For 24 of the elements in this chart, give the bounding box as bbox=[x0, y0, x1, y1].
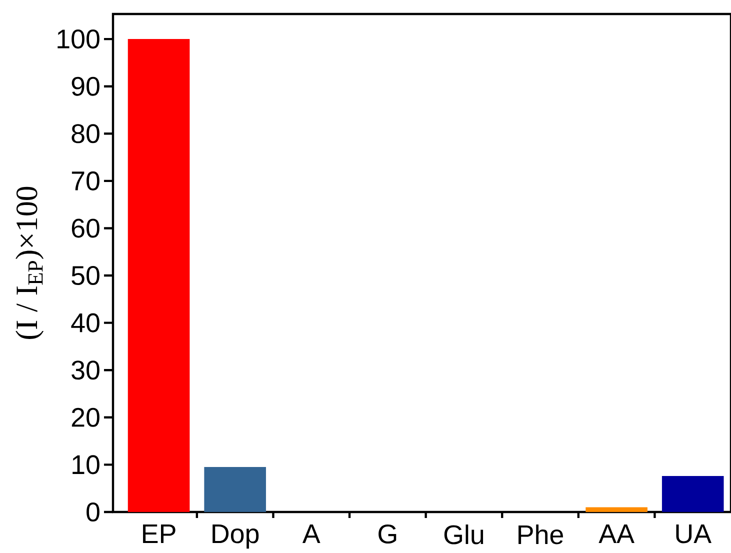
x-tick-label: Glu bbox=[444, 524, 484, 544]
y-axis-title: (I / I$_{EP}$)×100 bbox=[16, 186, 44, 339]
x-tick-label: Phe bbox=[518, 524, 563, 544]
x-tick-label: UA bbox=[676, 524, 712, 544]
x-tick-label: EP bbox=[143, 524, 176, 544]
y-tick-label: 60 bbox=[72, 218, 100, 238]
bar bbox=[586, 507, 648, 512]
x-tick-label: AA bbox=[598, 524, 634, 544]
y-tick-label: 90 bbox=[72, 76, 100, 96]
y-tick-label: 0 bbox=[86, 502, 100, 522]
bar bbox=[128, 39, 190, 512]
y-tick-label: 20 bbox=[72, 408, 100, 427]
y-tick-label: 100 bbox=[58, 30, 100, 49]
y-tick-label: 80 bbox=[72, 124, 100, 144]
y-tick-label: 70 bbox=[72, 171, 100, 190]
bar bbox=[662, 476, 724, 512]
y-tick-label: 40 bbox=[71, 313, 100, 332]
x-tick-label: A bbox=[302, 524, 320, 544]
y-tick-label: 10 bbox=[72, 455, 100, 474]
y-tick-label: 50 bbox=[72, 266, 100, 286]
bar bbox=[204, 467, 266, 512]
x-tick-label: Dop bbox=[212, 524, 259, 549]
y-tick-label: 30 bbox=[72, 360, 100, 380]
x-tick-label: G bbox=[378, 524, 396, 544]
